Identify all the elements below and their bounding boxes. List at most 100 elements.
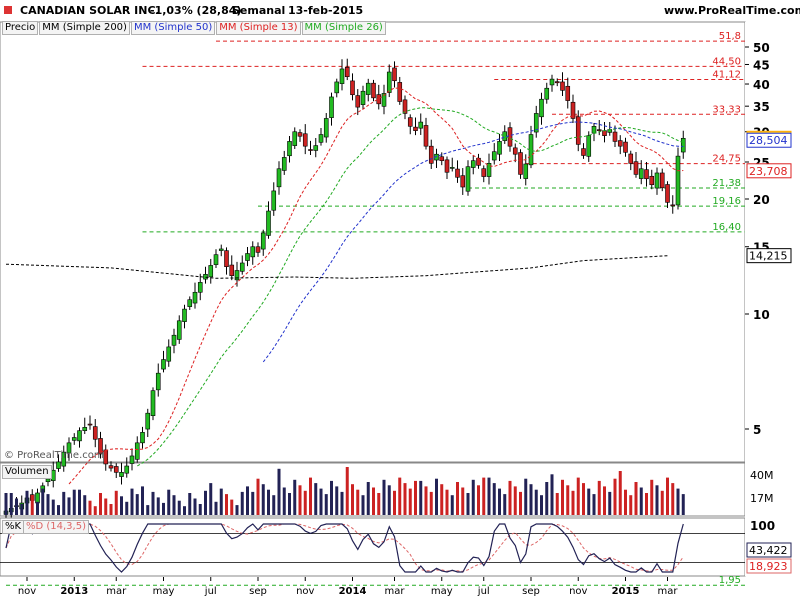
candle-body: [586, 135, 592, 157]
ma13-line: [68, 87, 684, 485]
volume-panel-label[interactable]: Volumen: [2, 465, 52, 479]
candle-body: [171, 334, 177, 346]
candle-body: [360, 90, 366, 105]
x-tick-label: mar: [385, 586, 406, 597]
volume-bar: [550, 474, 554, 515]
volume-bar: [566, 485, 570, 515]
volume-bar: [603, 486, 606, 515]
indicator-price[interactable]: Precio: [2, 21, 39, 35]
volume-bar: [582, 483, 585, 515]
volume-bar: [177, 500, 181, 515]
volume-bar: [198, 504, 202, 515]
candle-body: [413, 126, 418, 131]
volume-bar: [188, 493, 192, 515]
candle-body: [266, 210, 271, 236]
candle-body: [103, 449, 109, 465]
volume-bar: [503, 494, 507, 515]
volume-bar: [345, 467, 349, 515]
level-label: 51,8: [719, 31, 741, 42]
volume-bar: [156, 497, 160, 515]
volume-bar: [645, 493, 648, 515]
candle-body: [239, 262, 245, 272]
candle-body: [560, 81, 565, 91]
candle-body: [365, 82, 371, 95]
candle-body: [444, 159, 450, 173]
volume-bar: [293, 479, 297, 515]
volume-bar: [240, 491, 244, 515]
candle-body: [554, 81, 560, 84]
volume-bar: [114, 490, 118, 515]
volume-bar: [25, 490, 29, 515]
volume-bar: [597, 480, 601, 515]
candle-body: [119, 472, 124, 477]
candle-body: [497, 141, 502, 155]
stoch-d-label[interactable]: %D (14,3,5): [23, 520, 89, 534]
x-tick-label: sep: [249, 586, 267, 597]
y-tick-label: 5: [753, 423, 761, 437]
volume-bar: [382, 479, 386, 515]
candle-body: [134, 442, 140, 460]
indicator-ma200[interactable]: MM (Simple 200): [39, 21, 130, 35]
volume-bar: [545, 482, 549, 515]
candle-body: [187, 299, 193, 307]
candle-body: [82, 427, 88, 431]
volume-bar: [366, 482, 370, 515]
indicator-ma50[interactable]: MM (Simple 50): [130, 21, 216, 35]
level-label: 33,33: [712, 104, 741, 115]
volume-bar: [351, 484, 354, 515]
volume-bar: [183, 506, 186, 515]
volume-bar: [408, 488, 412, 515]
volume-bar: [414, 480, 417, 515]
candle-body: [596, 129, 602, 131]
candle-body: [470, 160, 476, 168]
candle-body: [35, 492, 40, 504]
volume-bar: [120, 496, 123, 515]
x-tick-label: nov: [296, 586, 314, 597]
volume-bar: [288, 493, 291, 515]
volume-bar: [51, 499, 55, 515]
volume-bar: [225, 494, 228, 515]
volume-bar: [361, 495, 365, 515]
volume-bar: [435, 478, 438, 515]
candle-body: [56, 461, 61, 469]
candle-body: [465, 166, 471, 192]
candle-body: [575, 116, 581, 145]
level-label: 1,95: [719, 575, 741, 586]
volume-bar: [576, 477, 580, 515]
candle-body: [617, 140, 623, 147]
volume-bar: [267, 489, 270, 515]
candle-body: [318, 134, 324, 143]
site-label: www.ProRealTime.com: [664, 4, 800, 17]
volume-bar: [41, 488, 45, 515]
volume-bar: [99, 493, 102, 515]
candle-body: [50, 469, 56, 481]
volume-bar: [57, 505, 60, 515]
indicator-ma13[interactable]: MM (Simple 13): [216, 21, 301, 35]
candle-body: [628, 153, 634, 164]
ma50-tag: 28,504: [749, 134, 788, 147]
volume-bar: [272, 495, 276, 515]
candle-body: [675, 155, 681, 206]
x-tick-label: 2013: [60, 586, 88, 597]
candle-body: [245, 253, 250, 261]
candle-body: [61, 451, 67, 467]
level-label: 41,12: [712, 69, 741, 80]
volume-bar: [477, 485, 480, 515]
y-tick-label: 35: [753, 100, 770, 114]
volume-bar: [471, 479, 475, 515]
y-axis-area: [745, 22, 800, 576]
candle-body: [113, 466, 119, 473]
candle-body: [665, 184, 670, 203]
candle-body: [449, 167, 455, 169]
candle-body: [439, 156, 445, 161]
stoch-k-label[interactable]: %K: [2, 520, 25, 534]
volume-bar: [330, 480, 333, 515]
level-label: 19,16: [712, 196, 741, 207]
candle-body: [423, 125, 429, 147]
volume-bar: [93, 506, 97, 515]
candle-body: [77, 430, 82, 442]
indicator-ma26[interactable]: MM (Simple 26): [301, 21, 386, 35]
candle-body: [302, 133, 308, 147]
volume-bar: [613, 478, 617, 515]
